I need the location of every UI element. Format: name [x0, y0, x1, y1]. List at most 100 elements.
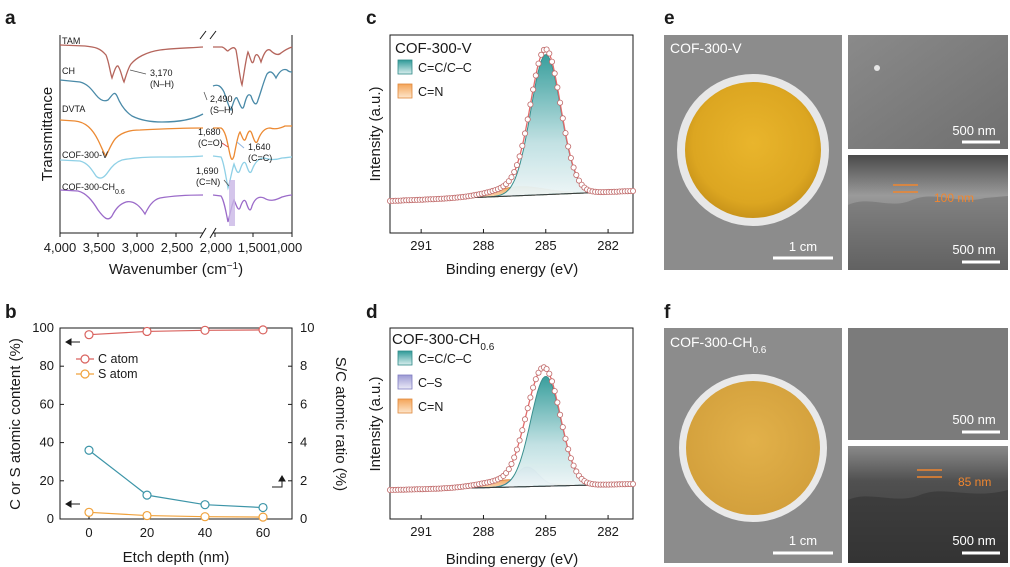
panel-letter-d: d [366, 302, 378, 323]
sem-e-top-scale-label: 500 nm [952, 123, 995, 138]
ftir-annotation-1680: 1,680 (C=O) [198, 127, 229, 148]
depth-series-point-2 [200, 500, 210, 510]
depth-right-tick-label: 6 [300, 396, 307, 411]
axis-break-bottom [199, 227, 217, 239]
xps-data-point [573, 468, 580, 475]
ftir-curve-dvta [59, 119, 292, 161]
ftir-label-tam: TAM [62, 36, 80, 46]
svg-text:(C=C): (C=C) [248, 153, 272, 163]
xps-d-frame [389, 327, 634, 520]
depth-left-tick-label: 0 [47, 511, 54, 526]
svg-text:1,680: 1,680 [198, 127, 221, 137]
depth-x-tick-label: 60 [256, 525, 270, 540]
photo-panel-e: COF-300-V 1 cm 500 nm 100 nm 500 nm [664, 35, 1008, 270]
xps-data-point [511, 168, 518, 175]
depth-left-ticks: 0 20 40 60 80 100 [32, 320, 64, 526]
xps-data-point [576, 177, 583, 184]
xps-data-point [570, 462, 577, 469]
xps-data-point [527, 394, 534, 401]
xps-data-point [519, 427, 526, 434]
legend-c-atom: C atom [98, 352, 138, 366]
ftir-highlight-band [229, 180, 235, 226]
photo-e-scale-label: 1 cm [789, 239, 817, 254]
xps-d-legend-cn: C=N [418, 400, 443, 414]
xps-data-point [562, 435, 569, 442]
xps-data-point [524, 116, 531, 123]
panel-letter-f: f [664, 302, 671, 323]
membrane-disc-f [686, 381, 820, 515]
xps-data-point [549, 58, 556, 65]
xps-d-x-title: Binding energy (eV) [446, 551, 579, 567]
xps-c-ticks: 291 288 285 282 [410, 229, 619, 253]
depth-series-point-1 [142, 510, 152, 521]
ftir-x-title: Wavenumber (cm−1) [109, 261, 243, 279]
xps-data-point [543, 46, 550, 53]
xps-c-legend-cc: C=C/C–C [418, 61, 472, 75]
axis-break-top [199, 30, 217, 40]
xps-d-plot [386, 364, 637, 493]
sem-e-top [848, 35, 1008, 149]
depth-series [84, 325, 268, 522]
ftir-x-ticks [59, 233, 293, 237]
depth-series-point-2 [142, 490, 152, 500]
sem-f-cross-section-texture [848, 490, 1008, 563]
svg-text:1,640: 1,640 [248, 142, 271, 152]
depth-series-line-0 [88, 329, 264, 336]
xps-x-tick-label: 285 [535, 238, 557, 253]
depth-series-point-2 [84, 445, 94, 455]
ftir-xtick-1000: 1,000 [270, 240, 303, 255]
xps-data-point [530, 384, 537, 391]
xps-c-legend: C=C/C–C C=N [397, 59, 472, 99]
sem-f-thickness-label: 85 nm [958, 475, 991, 489]
xps-data-point [565, 446, 572, 453]
depth-series-point-1 [200, 512, 210, 522]
xps-data-point [562, 130, 569, 137]
xps-data-point [508, 460, 515, 467]
xps-d-ticks: 291 288 285 282 [410, 515, 619, 539]
xps-d-y-title: Intensity (a.u.) [367, 376, 384, 471]
panel-letter-c: c [366, 8, 377, 29]
depth-right-tick-label: 8 [300, 358, 307, 373]
xps-c-legend-cn: C=N [418, 85, 443, 99]
xps-data-point [567, 455, 574, 462]
depth-right-tick-label: 2 [300, 473, 307, 488]
sem-e-thickness-label: 100 nm [934, 191, 974, 205]
xps-data-point [519, 142, 526, 149]
xps-data-point [505, 466, 512, 473]
xps-data-point [543, 365, 550, 372]
depth-series-point-2 [258, 502, 268, 513]
depth-series-point-0 [258, 325, 268, 335]
xps-data-point [508, 174, 515, 181]
depth-y-left-title: C or S atomic content (%) [7, 338, 24, 510]
svg-text:1,690: 1,690 [196, 166, 219, 176]
ftir-panel: 4,000 3,500 3,000 2,500 2,000 1,500 1,00… [39, 30, 303, 279]
xps-d-legend-cs: C–S [418, 376, 442, 390]
depth-left-tick-label: 40 [40, 435, 54, 450]
depth-plot-frame [59, 327, 293, 520]
xps-d-legend: C=C/C–C C–S C=N [397, 350, 472, 414]
depth-left-tick-label: 60 [40, 396, 54, 411]
svg-text:(C=O): (C=O) [198, 138, 223, 148]
xps-data-point [630, 480, 637, 487]
xps-data-point [549, 378, 556, 385]
depth-series-point-1 [84, 507, 94, 517]
xps-data-point [573, 171, 580, 178]
sem-f-bottom-scale-label: 500 nm [952, 533, 995, 548]
depth-panel: 0 20 40 60 80 100 0 2 4 6 8 10 0 20 40 60 C or S atom… [7, 320, 349, 566]
xps-data-point [522, 130, 529, 137]
xps-data-point [546, 50, 553, 57]
depth-right-tick-label: 4 [300, 435, 307, 450]
photo-panel-f: COF-300-CH0.6 1 cm 500 nm 85 nm 500 nm [664, 328, 1008, 563]
ftir-xtick-3500: 3,500 [83, 240, 116, 255]
xps-data-point [557, 99, 564, 106]
depth-series-line-2 [88, 449, 264, 509]
svg-text:3,170: 3,170 [150, 68, 173, 78]
depth-x-tick-label: 40 [198, 525, 212, 540]
xps-data-point [567, 154, 574, 161]
xps-data-point [516, 153, 523, 160]
depth-right-ticks: 0 2 4 6 8 10 [288, 320, 314, 526]
depth-left-tick-label: 20 [40, 473, 54, 488]
depth-series-point-0 [142, 326, 152, 337]
ftir-xtick-1500: 1,500 [238, 240, 271, 255]
ftir-label-cof300v: COF-300-V [62, 150, 108, 160]
